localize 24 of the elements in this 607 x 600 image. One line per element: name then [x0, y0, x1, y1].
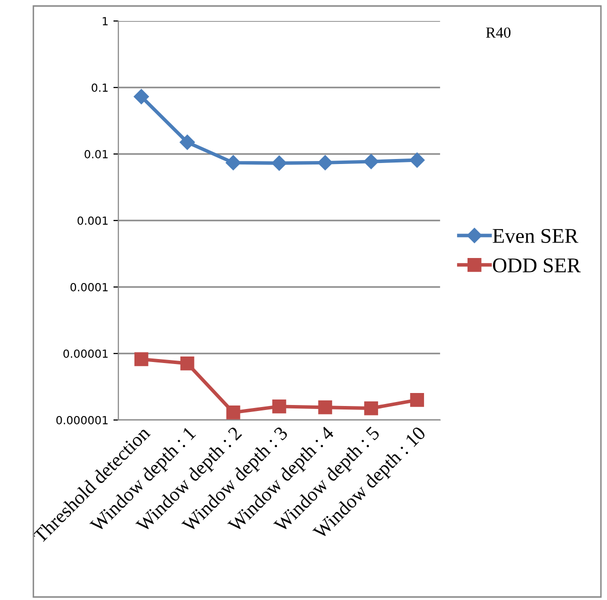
- point: [180, 356, 194, 370]
- point: [318, 155, 333, 170]
- point: [272, 399, 286, 414]
- point: [364, 401, 378, 416]
- y-tick-label: 0.00001: [63, 349, 108, 358]
- y-tick-label: 0.1: [92, 83, 108, 92]
- point: [134, 352, 148, 366]
- y-tick-label: 1: [102, 17, 108, 26]
- point: [134, 89, 149, 104]
- point: [364, 154, 379, 170]
- y-tick-label: 0.01: [84, 150, 108, 158]
- point: [318, 400, 332, 414]
- legend-label: Even SER: [492, 228, 578, 243]
- point: [226, 155, 241, 170]
- text: R40: [486, 27, 510, 38]
- point: [226, 405, 240, 420]
- legend-label: ODD SER: [493, 258, 581, 272]
- y-tick-label: 0.0001: [70, 282, 108, 292]
- point: [272, 156, 287, 171]
- y-tick-label: 0.001: [78, 216, 108, 225]
- point: [180, 134, 195, 150]
- point: [410, 152, 425, 168]
- point: [410, 393, 424, 407]
- y-tick-label: 0.000001: [56, 416, 108, 424]
